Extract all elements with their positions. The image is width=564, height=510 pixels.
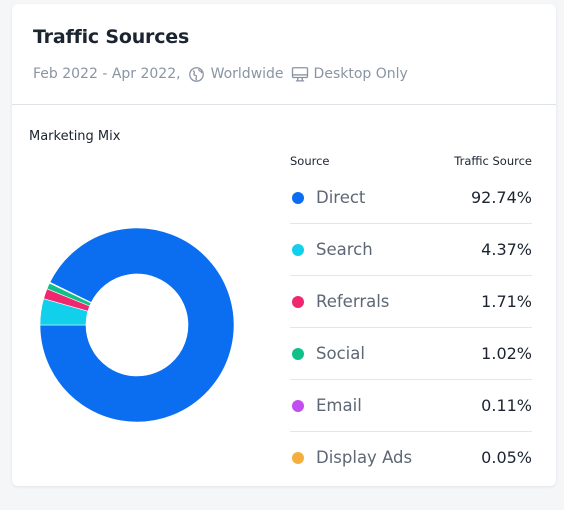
legend-source-label: Referrals	[316, 292, 390, 311]
legend-row: Search 4.37%	[290, 224, 532, 276]
legend-value: 0.11%	[481, 396, 532, 415]
legend-source: Referrals	[290, 292, 389, 311]
device-filter: Desktop Only	[313, 66, 408, 82]
legend-row: Direct 92.74%	[290, 172, 532, 224]
legend-row: Referrals 1.71%	[290, 276, 532, 328]
card-title: Traffic Sources	[33, 26, 190, 48]
legend-source: Direct	[290, 188, 365, 207]
legend-rows: Direct 92.74% Search 4.37% Referrals 1.71% Soc…	[290, 172, 532, 483]
chart-title: Marketing Mix	[29, 129, 121, 144]
donut-slice-direct[interactable]	[39, 227, 235, 423]
legend-color-dot	[292, 191, 304, 204]
region-filter: Worldwide	[210, 66, 284, 82]
legend-color-dot	[292, 451, 304, 464]
legend-row: Email 0.11%	[290, 380, 532, 432]
traffic-legend: Source Traffic Source Direct 92.74% Search…	[290, 150, 532, 483]
legend-source-label: Social	[316, 344, 365, 363]
traffic-column-header: Traffic Source	[454, 154, 532, 168]
legend-color-dot	[292, 347, 304, 360]
legend-value: 92.74%	[470, 188, 532, 207]
legend-source-label: Email	[316, 396, 362, 415]
legend-value: 0.05%	[481, 448, 532, 467]
traffic-sources-card: Traffic Sources Feb 2022 - Apr 2022, Wor…	[12, 4, 556, 486]
legend-source-label: Display Ads	[316, 448, 413, 467]
legend-color-dot	[292, 243, 304, 256]
date-range: Feb 2022 - Apr 2022,	[33, 66, 181, 82]
legend-value: 1.71%	[481, 292, 532, 311]
legend-source: Search	[290, 240, 373, 259]
globe-icon	[187, 64, 207, 84]
monitor-icon	[290, 64, 310, 84]
card-header: Traffic Sources Feb 2022 - Apr 2022, Wor…	[12, 4, 556, 105]
legend-source: Email	[290, 396, 362, 415]
legend-color-dot	[292, 295, 304, 308]
legend-row: Display Ads 0.05%	[290, 432, 532, 483]
legend-row: Social 1.02%	[290, 328, 532, 380]
legend-value: 4.37%	[481, 240, 532, 259]
legend-source-label: Search	[316, 240, 373, 259]
donut-slice-display-ads[interactable]	[49, 281, 92, 304]
donut-chart	[39, 227, 235, 423]
legend-source: Display Ads	[290, 448, 412, 467]
card-filters: Feb 2022 - Apr 2022, Worldwide Desktop O…	[33, 64, 408, 84]
source-column-header: Source	[290, 154, 330, 168]
legend-source-label: Direct	[316, 188, 366, 207]
legend-source: Social	[290, 344, 365, 363]
legend-value: 1.02%	[481, 344, 532, 363]
legend-color-dot	[292, 399, 304, 412]
legend-header: Source Traffic Source	[290, 150, 532, 172]
